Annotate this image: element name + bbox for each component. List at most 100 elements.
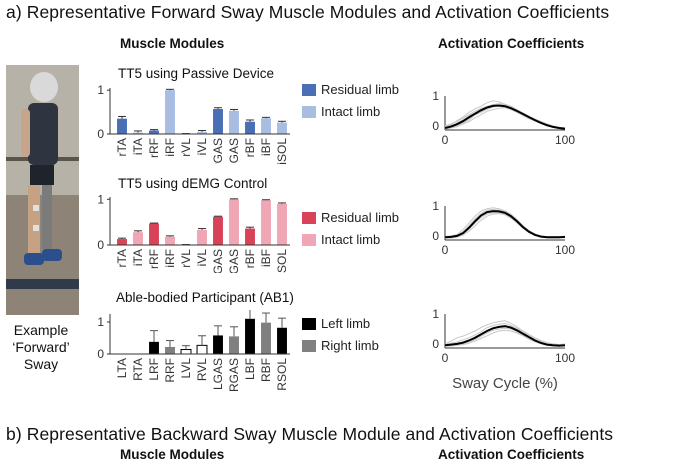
x-tick-label: iVL: [195, 249, 209, 267]
mean-line: [444, 325, 566, 347]
x-tick-label: RGAS: [227, 358, 241, 392]
y-tick-label: 1: [432, 307, 439, 321]
y-tick-label: 1: [97, 84, 104, 97]
muscle-modules-header: Muscle Modules: [120, 36, 225, 51]
x-tick-label: rVL: [179, 138, 193, 157]
y-tick-label: 1: [432, 89, 439, 103]
mean-line: [444, 210, 566, 239]
legend-label-left: Left limb: [321, 316, 370, 331]
bar-rBF: [245, 228, 255, 245]
bar-LBF: [245, 318, 255, 354]
bar-iGAS: [229, 199, 239, 245]
panel-b-activation-header: Activation Coefficients: [438, 447, 585, 462]
x-tick-label: LGAS: [211, 358, 225, 390]
x-tick-label: iTA: [131, 138, 145, 155]
bar-RGAS: [229, 336, 239, 354]
photo-caption: Example ‘Forward’ Sway: [4, 322, 78, 373]
x-tick-label: RVL: [195, 358, 209, 381]
x-tick-label: iRF: [163, 138, 177, 157]
y-tick-label: 0: [432, 119, 439, 133]
activation-coefficients-header: Activation Coefficients: [438, 36, 585, 51]
example-sway-photo: [6, 65, 79, 315]
bar-iBF: [261, 200, 271, 245]
bar-chart-tt5-demg: 0 1 rTA iTA rRF iRF rVL iVL rGAS iGAS rBF iBF iSOL: [97, 193, 290, 273]
bar-RRF: [165, 346, 175, 354]
x-axis-label: Sway Cycle (%): [452, 375, 558, 392]
bar-rTA: [117, 239, 127, 245]
bar-chart-2-title: TT5 using dEMG Control: [118, 176, 268, 191]
legend-swatch-residual: [302, 84, 316, 96]
x-tick-label: iBF: [259, 138, 273, 156]
photo-caption-line-3: Sway: [23, 356, 59, 372]
bar-iVL: [197, 131, 207, 134]
activation-chart-tt5-demg: 100 100: [432, 199, 575, 257]
x-tick-label: RTA: [131, 358, 145, 381]
legend-swatch-intact: [302, 234, 316, 246]
x-tick-label: LVL: [179, 358, 193, 379]
legend-chart-2: Residual limb Intact limb: [302, 208, 422, 255]
x-tick-label: rBF: [243, 249, 257, 268]
x-tick-label: rVL: [179, 249, 193, 268]
x-tick-label: 100: [555, 351, 575, 365]
panel-a-title: a) Representative Forward Sway Muscle Mo…: [6, 2, 610, 22]
bar-iVL: [197, 229, 207, 245]
x-tick-label: 0: [442, 133, 449, 147]
trial-line: [444, 212, 566, 239]
x-tick-label: rTA: [115, 249, 129, 267]
legend-label-residual: Residual limb: [321, 82, 399, 97]
bar-RVL: [196, 344, 208, 355]
bar-rRF: [149, 130, 159, 134]
x-tick-label: iGAS: [227, 138, 241, 164]
bar-chart-1-title: TT5 using Passive Device: [118, 66, 275, 81]
x-tick-label: iSOL: [275, 138, 289, 164]
bar-iGAS: [229, 110, 239, 134]
x-tick-label: rRF: [147, 249, 161, 269]
x-tick-label: iVL: [195, 138, 209, 156]
bar-LGAS: [213, 335, 223, 354]
legend-label-residual: Residual limb: [321, 210, 399, 225]
y-tick-label: 1: [97, 193, 104, 206]
y-tick-label: 0: [97, 238, 104, 252]
x-tick-label: 0: [442, 243, 449, 257]
photo-caption-line-2: ‘Forward’: [12, 339, 70, 355]
x-tick-label: iBF: [259, 249, 273, 267]
x-tick-label: rTA: [115, 138, 129, 156]
y-tick-label: 1: [97, 315, 104, 329]
bar-rGAS: [213, 216, 223, 245]
legend-swatch-intact: [302, 106, 316, 118]
x-tick-label: rBF: [243, 138, 257, 157]
y-tick-label: 1: [432, 199, 439, 213]
y-tick-label: 0: [432, 229, 439, 243]
x-tick-label: 0: [442, 351, 449, 365]
bar-iRF: [165, 90, 175, 134]
y-tick-label: 0: [97, 347, 104, 361]
x-tick-label: 100: [555, 133, 575, 147]
x-tick-label: LBF: [243, 358, 257, 380]
panel-b-muscle-modules-header: Muscle Modules: [120, 447, 225, 462]
bar-iBF: [261, 118, 271, 134]
x-tick-label: LTA: [115, 358, 129, 378]
bar-LVL: [180, 349, 192, 355]
y-tick-label: 0: [97, 127, 104, 141]
mean-line: [444, 104, 566, 130]
x-tick-label: rRF: [147, 138, 161, 158]
bar-iSOL: [277, 203, 287, 245]
panel-b-title: b) Representative Backward Sway Muscle M…: [6, 424, 614, 444]
x-tick-label: RRF: [163, 358, 177, 383]
trial-line: [444, 320, 566, 346]
x-tick-label: LRF: [147, 358, 161, 381]
x-tick-label: rGAS: [211, 138, 225, 164]
x-tick-label: 100: [555, 243, 575, 257]
photo-caption-line-1: Example: [13, 322, 69, 338]
bar-iRF: [165, 236, 175, 245]
bar-iTA: [133, 232, 143, 245]
legend-label-intact: Intact limb: [321, 232, 380, 247]
bar-rRF: [149, 223, 159, 245]
x-tick-label: RSOL: [275, 358, 289, 391]
bar-chart-tt5-passive: 0 1 rTA iTA rRF iRF rVL iVL rGAS iGAS rBF iBF iSOL: [97, 84, 290, 164]
bar-LRF: [149, 341, 159, 354]
bar-iTA: [133, 132, 143, 134]
bar-iSOL: [277, 122, 287, 134]
x-tick-label: iTA: [131, 249, 145, 266]
